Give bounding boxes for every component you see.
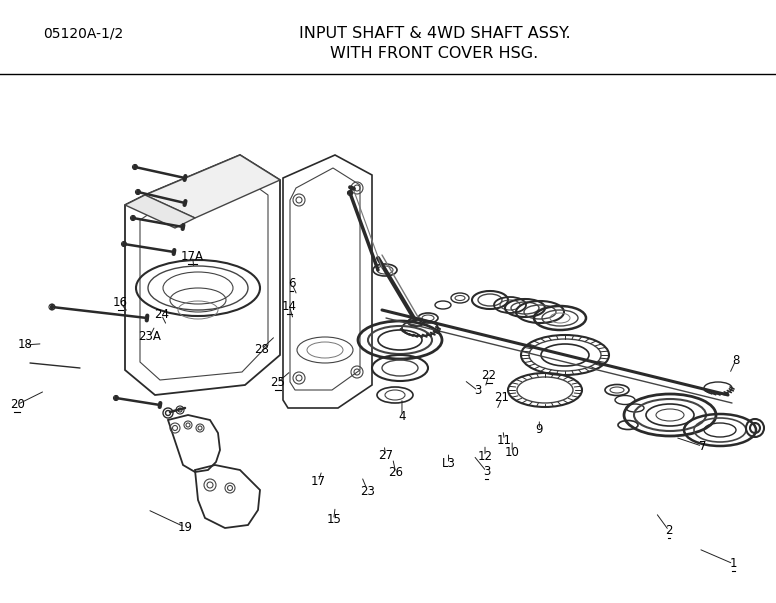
Polygon shape [125,195,195,228]
Text: 27: 27 [378,449,393,463]
Text: 12: 12 [477,450,493,463]
Text: 16: 16 [113,296,128,309]
Text: 17A: 17A [181,250,204,263]
Text: 24: 24 [154,308,169,321]
Text: 17: 17 [310,475,326,488]
Text: 19: 19 [177,520,192,534]
Text: 4: 4 [398,409,406,423]
Text: 7: 7 [698,440,706,453]
Text: 26: 26 [388,466,404,479]
Text: 25: 25 [270,376,286,389]
Text: 20: 20 [9,398,25,411]
Text: WITH FRONT COVER HSG.: WITH FRONT COVER HSG. [331,46,539,60]
Text: 11: 11 [497,434,512,447]
Text: 2: 2 [665,524,673,537]
Text: INPUT SHAFT & 4WD SHAFT ASSY.: INPUT SHAFT & 4WD SHAFT ASSY. [299,26,570,40]
Text: 23: 23 [360,485,376,498]
Text: 6: 6 [288,277,296,290]
Text: 14: 14 [282,300,297,313]
Text: 18: 18 [18,338,33,352]
Text: 23A: 23A [138,330,161,343]
Text: 21: 21 [494,391,510,405]
Text: 3: 3 [483,465,490,478]
Text: 3: 3 [474,384,482,397]
Text: 05120A-1/2: 05120A-1/2 [43,26,123,40]
Text: 1: 1 [729,557,737,570]
Text: 8: 8 [732,354,740,367]
Text: 22: 22 [481,368,497,382]
Text: L3: L3 [442,457,456,470]
Text: 9: 9 [535,423,543,437]
Text: 15: 15 [326,513,341,526]
Text: 10: 10 [504,446,520,459]
Text: 28: 28 [254,343,269,356]
Polygon shape [145,155,280,218]
